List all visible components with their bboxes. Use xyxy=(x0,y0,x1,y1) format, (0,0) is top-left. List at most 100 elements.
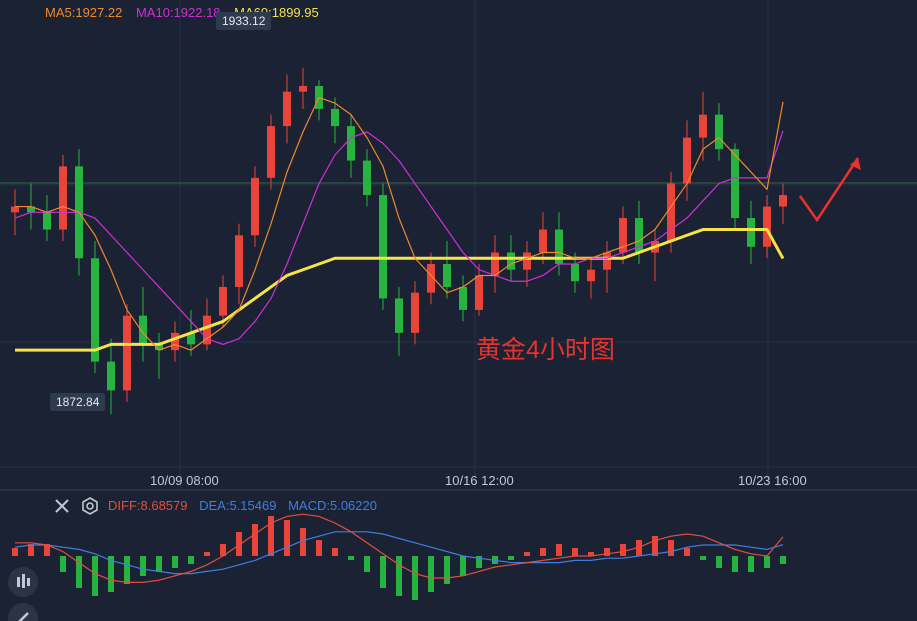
pencil-icon[interactable] xyxy=(8,603,38,621)
macd-histogram-bar xyxy=(716,556,722,568)
candle xyxy=(459,275,467,322)
candle xyxy=(315,80,323,121)
dea-line xyxy=(14,531,784,575)
candle xyxy=(587,258,595,299)
candle xyxy=(267,114,275,190)
macd-histogram-bar xyxy=(572,548,578,556)
ma10-legend: MA10:1922.18 xyxy=(135,5,221,20)
diff-line xyxy=(15,513,784,584)
candle xyxy=(667,172,675,253)
candle xyxy=(731,143,739,230)
macd-histogram-bar xyxy=(348,556,354,560)
macd-histogram-bar xyxy=(172,556,178,568)
ma10-line xyxy=(14,130,784,345)
macd-histogram-bar xyxy=(396,556,402,596)
macd-histogram-bar xyxy=(700,556,706,560)
candle xyxy=(171,321,179,362)
macd-histogram-bar xyxy=(220,544,226,556)
trend-arrow-head xyxy=(850,158,861,170)
candle xyxy=(363,149,371,207)
macd-histogram-bar xyxy=(284,520,290,556)
candle xyxy=(203,298,211,351)
macd-histogram-bar xyxy=(236,532,242,556)
macd-histogram-bar xyxy=(12,548,18,556)
macd-histogram-bar xyxy=(412,556,418,600)
candle xyxy=(475,263,483,316)
macd-histogram-bar xyxy=(732,556,738,572)
macd-value-legend: MACD:5.06220 xyxy=(288,498,377,513)
macd-histogram-bar xyxy=(508,556,514,560)
candlestick-tool-icon[interactable] xyxy=(8,567,38,597)
macd-histogram-bar xyxy=(76,556,82,588)
macd-histogram-bar xyxy=(460,556,466,576)
macd-histogram-bar xyxy=(380,556,386,588)
macd-histogram-bar xyxy=(652,536,658,556)
macd-histogram-bar xyxy=(476,556,482,568)
candle xyxy=(43,195,51,242)
macd-histogram-bar xyxy=(444,556,450,584)
candle xyxy=(155,332,163,379)
candle xyxy=(59,154,67,242)
macd-histogram-bar xyxy=(748,556,754,572)
macd-histogram-bar xyxy=(364,556,370,572)
macd-histogram-bar xyxy=(588,552,594,556)
macd-histogram-bar xyxy=(60,556,66,572)
macd-histogram-bar xyxy=(252,524,258,556)
macd-histogram-bar xyxy=(316,540,322,556)
x-tick-3: 10/23 16:00 xyxy=(738,473,807,488)
diff-legend: DIFF:8.68579 xyxy=(108,498,188,513)
macd-histogram-bar xyxy=(524,552,530,556)
candle xyxy=(619,206,627,264)
settings-icon[interactable] xyxy=(80,496,100,516)
close-icon[interactable] xyxy=(52,496,72,516)
candle xyxy=(443,241,451,299)
candle xyxy=(411,281,419,345)
macd-histogram-bar xyxy=(764,556,770,568)
macd-histogram-bar xyxy=(540,548,546,556)
macd-histogram-bar xyxy=(332,548,338,556)
candle xyxy=(539,212,547,264)
macd-legend: DIFF:8.68579 DEA:5.15469 MACD:5.06220 xyxy=(108,498,385,513)
macd-histogram-bar xyxy=(604,548,610,556)
macd-histogram-bar xyxy=(156,556,162,572)
candle xyxy=(715,103,723,161)
macd-histogram-bar xyxy=(684,548,690,556)
macd-histogram-bar xyxy=(300,528,306,556)
candle xyxy=(139,286,147,362)
macd-histogram-bar xyxy=(188,556,194,564)
candle xyxy=(123,304,131,402)
macd-histogram-bar xyxy=(780,556,786,564)
macd-histogram-bar xyxy=(92,556,98,596)
ma60-line xyxy=(15,228,785,352)
low-price-label: 1872.84 xyxy=(50,393,106,411)
macd-histogram-bar xyxy=(620,544,626,556)
candle xyxy=(331,97,339,144)
candle xyxy=(651,229,659,282)
macd-histogram-bar xyxy=(108,556,114,592)
candle xyxy=(683,120,691,201)
candle xyxy=(379,183,387,310)
ma-legend: MA5:1927.22 MA10:1922.18 MA60:1899.95 xyxy=(45,5,329,20)
candle xyxy=(251,166,259,247)
candle xyxy=(91,241,99,374)
dea-legend: DEA:5.15469 xyxy=(199,498,277,513)
candle xyxy=(347,114,355,178)
candle xyxy=(283,74,291,144)
chart-annotation: 黄金4小时图 xyxy=(476,336,615,364)
macd-histogram-bar xyxy=(636,540,642,556)
ma5-legend: MA5:1927.22 xyxy=(45,5,123,20)
candle xyxy=(427,252,435,305)
candle xyxy=(11,189,19,236)
macd-histogram-bar xyxy=(44,544,50,556)
candle xyxy=(779,183,787,224)
candle xyxy=(523,241,531,287)
candle xyxy=(747,200,755,264)
candle xyxy=(219,275,227,328)
macd-histogram-bar xyxy=(428,556,434,592)
candle xyxy=(107,338,115,415)
candle xyxy=(603,241,611,293)
macd-histogram-bar xyxy=(204,552,210,556)
x-tick-1: 10/09 08:00 xyxy=(150,473,219,488)
